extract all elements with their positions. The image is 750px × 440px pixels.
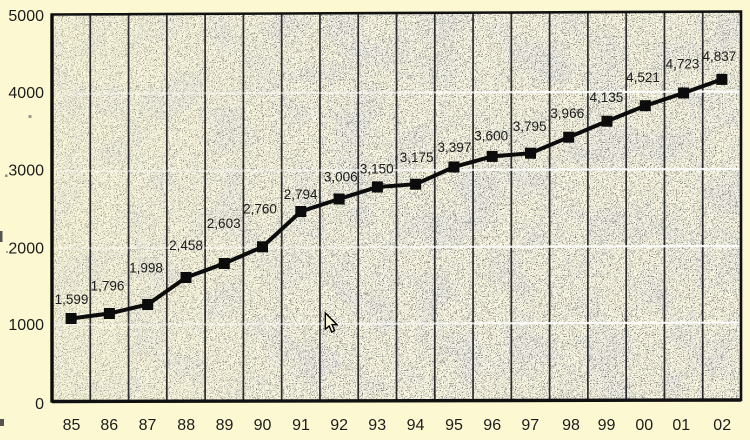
svg-text:90: 90 bbox=[254, 417, 272, 434]
svg-text:2,794: 2,794 bbox=[284, 187, 318, 202]
svg-text:2,760: 2,760 bbox=[243, 201, 277, 216]
svg-text:0: 0 bbox=[35, 396, 44, 413]
svg-text:88: 88 bbox=[177, 417, 195, 434]
svg-text:1000: 1000 bbox=[8, 317, 44, 334]
svg-text:96: 96 bbox=[483, 417, 501, 434]
svg-text:1,796: 1,796 bbox=[91, 279, 125, 294]
svg-text:3,795: 3,795 bbox=[513, 119, 547, 134]
svg-text:91: 91 bbox=[292, 417, 310, 434]
svg-text:3,006: 3,006 bbox=[324, 170, 358, 185]
svg-text:97: 97 bbox=[521, 417, 539, 434]
svg-text:4,521: 4,521 bbox=[626, 70, 660, 85]
svg-text:3,175: 3,175 bbox=[400, 150, 434, 165]
svg-text:89: 89 bbox=[216, 417, 234, 434]
svg-text:3000: 3000 bbox=[8, 163, 44, 180]
svg-text:94: 94 bbox=[407, 417, 425, 434]
svg-text:02: 02 bbox=[713, 417, 731, 434]
svg-text:2000: 2000 bbox=[8, 241, 44, 258]
svg-text:3,600: 3,600 bbox=[474, 128, 508, 143]
svg-text:4000: 4000 bbox=[8, 85, 44, 102]
svg-text:2,458: 2,458 bbox=[169, 238, 203, 253]
svg-text:2,603: 2,603 bbox=[207, 216, 241, 231]
svg-text:87: 87 bbox=[139, 417, 157, 434]
svg-text:01: 01 bbox=[672, 417, 690, 434]
svg-text:95: 95 bbox=[445, 417, 463, 434]
svg-text:4,837: 4,837 bbox=[703, 49, 737, 64]
svg-text:4,135: 4,135 bbox=[590, 90, 624, 105]
svg-text:1,998: 1,998 bbox=[129, 261, 163, 276]
svg-text:99: 99 bbox=[598, 417, 616, 434]
svg-text:3,397: 3,397 bbox=[438, 140, 472, 155]
svg-text:1,599: 1,599 bbox=[55, 292, 89, 307]
svg-text:3,966: 3,966 bbox=[550, 106, 584, 121]
svg-text:4,723: 4,723 bbox=[666, 57, 700, 72]
svg-text:85: 85 bbox=[63, 417, 81, 434]
svg-text:98: 98 bbox=[562, 417, 580, 434]
svg-text:93: 93 bbox=[368, 417, 386, 434]
svg-text:86: 86 bbox=[100, 417, 118, 434]
svg-text:5000: 5000 bbox=[8, 8, 44, 25]
svg-text:3,150: 3,150 bbox=[360, 162, 394, 177]
svg-text:92: 92 bbox=[330, 417, 348, 434]
svg-text:00: 00 bbox=[635, 417, 653, 434]
